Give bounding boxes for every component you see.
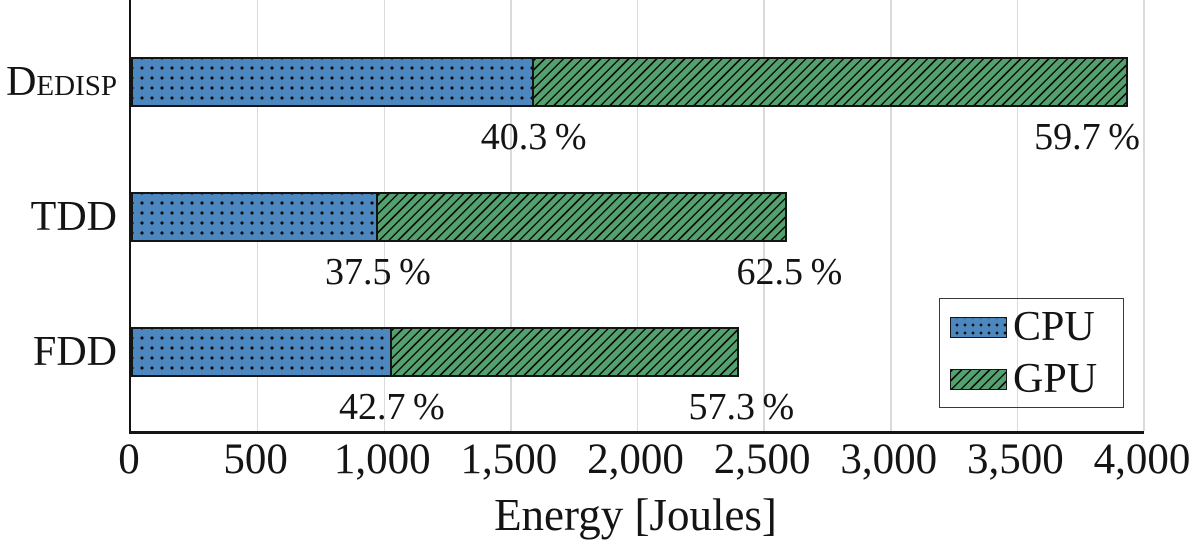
xtick-label: 1,000 bbox=[333, 436, 431, 483]
x-axis-title: Energy [Joules] bbox=[494, 490, 777, 540]
xtick-label: 3,000 bbox=[840, 436, 938, 483]
ytick-label-dedisp: Dedisp bbox=[6, 59, 117, 105]
legend-item-cpu: CPU bbox=[950, 306, 1123, 348]
xtick-label: 0 bbox=[118, 436, 140, 483]
percent-label-cpu-tdd: 37.5 % bbox=[325, 251, 431, 293]
cpu-pattern-swatch-icon bbox=[950, 316, 1007, 338]
gridline bbox=[1016, 0, 1019, 431]
legend-label-cpu: CPU bbox=[1013, 304, 1095, 350]
bar-row-dedisp bbox=[131, 57, 1129, 107]
bar-segment-tdd-cpu bbox=[131, 192, 378, 242]
bar-segment-dedisp-cpu bbox=[131, 57, 534, 107]
percent-label-gpu-tdd: 62.5 % bbox=[736, 251, 843, 293]
gridline bbox=[890, 0, 892, 431]
gpu-pattern-swatch-icon bbox=[950, 368, 1007, 390]
bar-segment-fdd-gpu bbox=[389, 327, 740, 377]
gridline bbox=[1143, 0, 1145, 431]
percent-label-gpu-fdd: 57.3 % bbox=[688, 386, 795, 428]
percent-label-cpu-fdd: 42.7 % bbox=[338, 386, 445, 428]
bar-segment-tdd-gpu bbox=[375, 192, 788, 242]
percent-label-cpu-dedisp: 40.3 % bbox=[480, 116, 587, 158]
plot-area: CPU GPU 40.3 % 59.7 % 37.5 % 62.5 % 42.7 % 57… bbox=[129, 0, 1145, 434]
bar-row-tdd bbox=[131, 192, 788, 242]
xtick-label: 1,500 bbox=[460, 436, 558, 483]
legend: CPU GPU bbox=[939, 298, 1124, 408]
bar-segment-dedisp-gpu bbox=[531, 57, 1129, 107]
bar-row-fdd bbox=[131, 327, 740, 377]
xtick-label: 2,500 bbox=[713, 436, 811, 483]
legend-label-gpu: GPU bbox=[1013, 356, 1098, 402]
ytick-label-fdd: FDD bbox=[32, 329, 117, 375]
xtick-label: 4,000 bbox=[1093, 436, 1191, 483]
xtick-label: 3,500 bbox=[967, 436, 1064, 483]
legend-item-gpu: GPU bbox=[950, 358, 1123, 400]
ytick-label-tdd: TDD bbox=[30, 194, 117, 240]
percent-label-gpu-dedisp: 59.7 % bbox=[1034, 116, 1140, 158]
xtick-label: 500 bbox=[223, 436, 288, 483]
bar-segment-fdd-cpu bbox=[131, 327, 392, 377]
xtick-label: 2,000 bbox=[587, 436, 684, 483]
